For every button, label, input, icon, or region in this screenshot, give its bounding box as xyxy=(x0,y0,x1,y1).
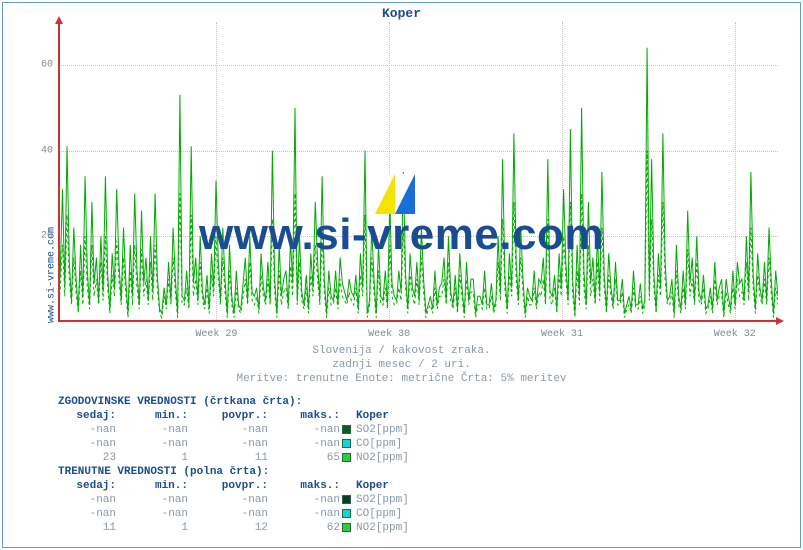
color-swatch xyxy=(342,425,351,434)
color-swatch xyxy=(342,523,351,532)
caption-line-1: Slovenija / kakovost zraka. xyxy=(0,344,803,358)
table-row: -nan-nan-nan-nanCO[ppm] xyxy=(58,507,434,521)
table-row: -nan-nan-nan-nanSO2[ppm] xyxy=(58,493,434,507)
chart-caption: Slovenija / kakovost zraka. zadnji mesec… xyxy=(0,344,803,386)
curr-headers: sedaj: min.: povpr.: maks.: Koper xyxy=(58,479,434,493)
chart-area: 204060 Week 29Week 30Week 31Week 32 xyxy=(58,22,778,322)
xtick: Week 32 xyxy=(714,329,756,340)
color-swatch xyxy=(342,495,351,504)
chart-title: Koper xyxy=(0,6,803,21)
curr-title: TRENUTNE VREDNOSTI (polna črta): xyxy=(58,465,434,479)
color-swatch xyxy=(342,439,351,448)
y-axis xyxy=(58,22,60,322)
ytick: 60 xyxy=(28,59,53,70)
chart-series xyxy=(58,22,778,322)
ytick: 40 xyxy=(28,145,53,156)
xtick: Week 29 xyxy=(195,329,237,340)
table-row: -nan-nan-nan-nanCO[ppm] xyxy=(58,437,434,451)
color-swatch xyxy=(342,453,351,462)
caption-line-2: zadnji mesec / 2 uri. xyxy=(0,358,803,372)
table-row: -nan-nan-nan-nanSO2[ppm] xyxy=(58,423,434,437)
hist-title: ZGODOVINSKE VREDNOSTI (črtkana črta): xyxy=(58,395,434,409)
color-swatch xyxy=(342,509,351,518)
xtick: Week 30 xyxy=(368,329,410,340)
table-row: 2311165NO2[ppm] xyxy=(58,451,434,465)
table-row: 1111262NO2[ppm] xyxy=(58,521,434,535)
xtick: Week 31 xyxy=(541,329,583,340)
x-axis xyxy=(58,320,778,322)
hist-headers: sedaj: min.: povpr.: maks.: Koper xyxy=(58,409,434,423)
caption-line-3: Meritve: trenutne Enote: metrične Črta: … xyxy=(0,372,803,386)
ytick: 20 xyxy=(28,231,53,242)
data-tables: ZGODOVINSKE VREDNOSTI (črtkana črta): se… xyxy=(58,395,434,535)
